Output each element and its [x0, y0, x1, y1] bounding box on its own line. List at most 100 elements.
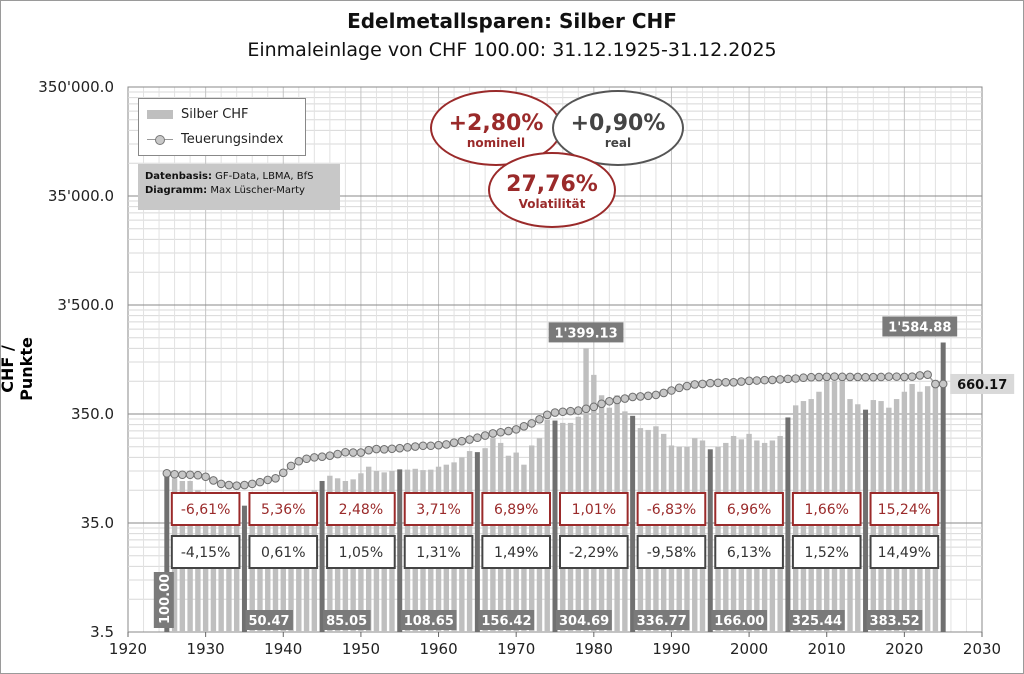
index-point — [713, 378, 723, 388]
x-tick-label: 1950 — [342, 640, 380, 658]
index-point — [558, 407, 568, 417]
index-point — [737, 377, 746, 386]
bar-label: 85.05 — [326, 614, 367, 629]
decade-real-box — [326, 535, 396, 569]
index-point — [799, 373, 808, 383]
index-point — [527, 419, 537, 428]
bar-label-bg — [788, 610, 845, 630]
bar-label-bg — [400, 610, 457, 630]
bar-decade — [707, 449, 713, 632]
decade-real-value: 1,52% — [804, 545, 848, 561]
bar — [746, 433, 752, 632]
bar-label: 336.77 — [637, 614, 687, 629]
index-point — [783, 374, 793, 384]
index-point — [612, 395, 622, 405]
decade-real-value: 1,31% — [416, 545, 460, 561]
end-label-bg — [950, 373, 1015, 394]
index-point — [628, 392, 637, 402]
index-point — [915, 371, 925, 380]
bar — [637, 428, 644, 632]
decade-nominal-box — [869, 492, 940, 526]
x-tick-label: 2010 — [808, 640, 846, 658]
bar-decade — [552, 420, 558, 632]
y-tick-label: 350'000.0 — [38, 78, 114, 96]
index-point — [581, 404, 591, 414]
index-point — [659, 388, 668, 398]
index-point — [302, 454, 311, 464]
index-point — [356, 448, 366, 457]
volatility-badge: 27,76% Volatilität — [488, 152, 616, 228]
index-point — [806, 372, 816, 382]
index-point — [869, 372, 878, 382]
index-point — [830, 372, 839, 381]
bar — [210, 512, 217, 632]
index-point — [294, 456, 304, 466]
index-point — [938, 379, 948, 389]
index-point — [861, 372, 870, 382]
y-tick-label: 350.0 — [71, 405, 114, 423]
bar — [265, 515, 271, 632]
index-point — [185, 470, 195, 480]
bar-label-bg — [323, 610, 371, 630]
index-point — [744, 376, 754, 386]
x-tick-label: 2020 — [885, 640, 923, 658]
peak-label: 1'399.13 — [554, 326, 617, 341]
bar-decade — [474, 452, 480, 632]
y-tick-label: 3'500.0 — [57, 296, 114, 314]
index-point — [271, 473, 280, 483]
index-point — [379, 445, 389, 454]
index-point — [201, 472, 210, 482]
index-point — [341, 447, 350, 457]
y-tick-label: 35.0 — [81, 514, 114, 532]
index-point — [690, 380, 700, 389]
bar-decade — [319, 480, 325, 632]
index-point — [504, 426, 513, 436]
index-point — [473, 433, 482, 443]
decade-real-value: -4,15% — [181, 545, 231, 561]
bar-label: 304.69 — [559, 614, 609, 629]
index-point — [170, 469, 179, 479]
index-point — [209, 476, 218, 485]
index-point — [434, 440, 443, 450]
index-point — [923, 370, 932, 379]
bar-label-bg — [866, 610, 923, 630]
decade-real-box — [248, 535, 319, 569]
index-point — [480, 431, 490, 440]
bar-label-bg — [153, 572, 174, 628]
decade-real-box — [791, 535, 862, 569]
bar-label-bg — [245, 610, 293, 630]
index-point — [674, 383, 684, 393]
y-tick-label: 3.5 — [90, 623, 114, 641]
source-label-diagram: Diagramm: — [145, 185, 208, 196]
index-point — [542, 410, 552, 420]
chart-subtitle: Einmaleinlage von CHF 100.00: 31.12.1925… — [247, 39, 777, 61]
legend-swatch-bar — [147, 109, 173, 119]
index-point — [667, 386, 676, 395]
nominal-return-label: nominell — [466, 136, 526, 150]
legend: Silber CHF Teuerungsindex — [138, 98, 306, 156]
index-point — [620, 394, 630, 403]
decade-nominal-value: 6,89% — [494, 502, 538, 518]
real-return-value: +0,90% — [570, 111, 666, 136]
index-point — [216, 479, 226, 489]
index-point — [255, 477, 265, 487]
index-point — [162, 469, 172, 478]
x-tick-label: 1930 — [187, 640, 225, 658]
bar-decade — [241, 505, 247, 632]
bar — [730, 435, 737, 632]
index-point — [449, 438, 459, 447]
x-tick-label: 1990 — [652, 640, 690, 658]
decade-nominal-value: -6,83% — [647, 502, 697, 518]
index-point — [535, 414, 544, 424]
index-point — [232, 481, 241, 490]
decade-real-value: 1,49% — [494, 545, 538, 561]
x-tick-label: 1920 — [109, 640, 147, 658]
index-point — [682, 381, 692, 391]
decade-nominal-value: 1,01% — [572, 502, 616, 518]
index-point — [853, 372, 863, 382]
index-point — [372, 444, 381, 454]
bar-label: 383.52 — [870, 614, 920, 629]
bar-label-bg — [478, 610, 535, 630]
index-point — [705, 378, 715, 388]
decade-nominal-value: 5,36% — [261, 502, 305, 518]
